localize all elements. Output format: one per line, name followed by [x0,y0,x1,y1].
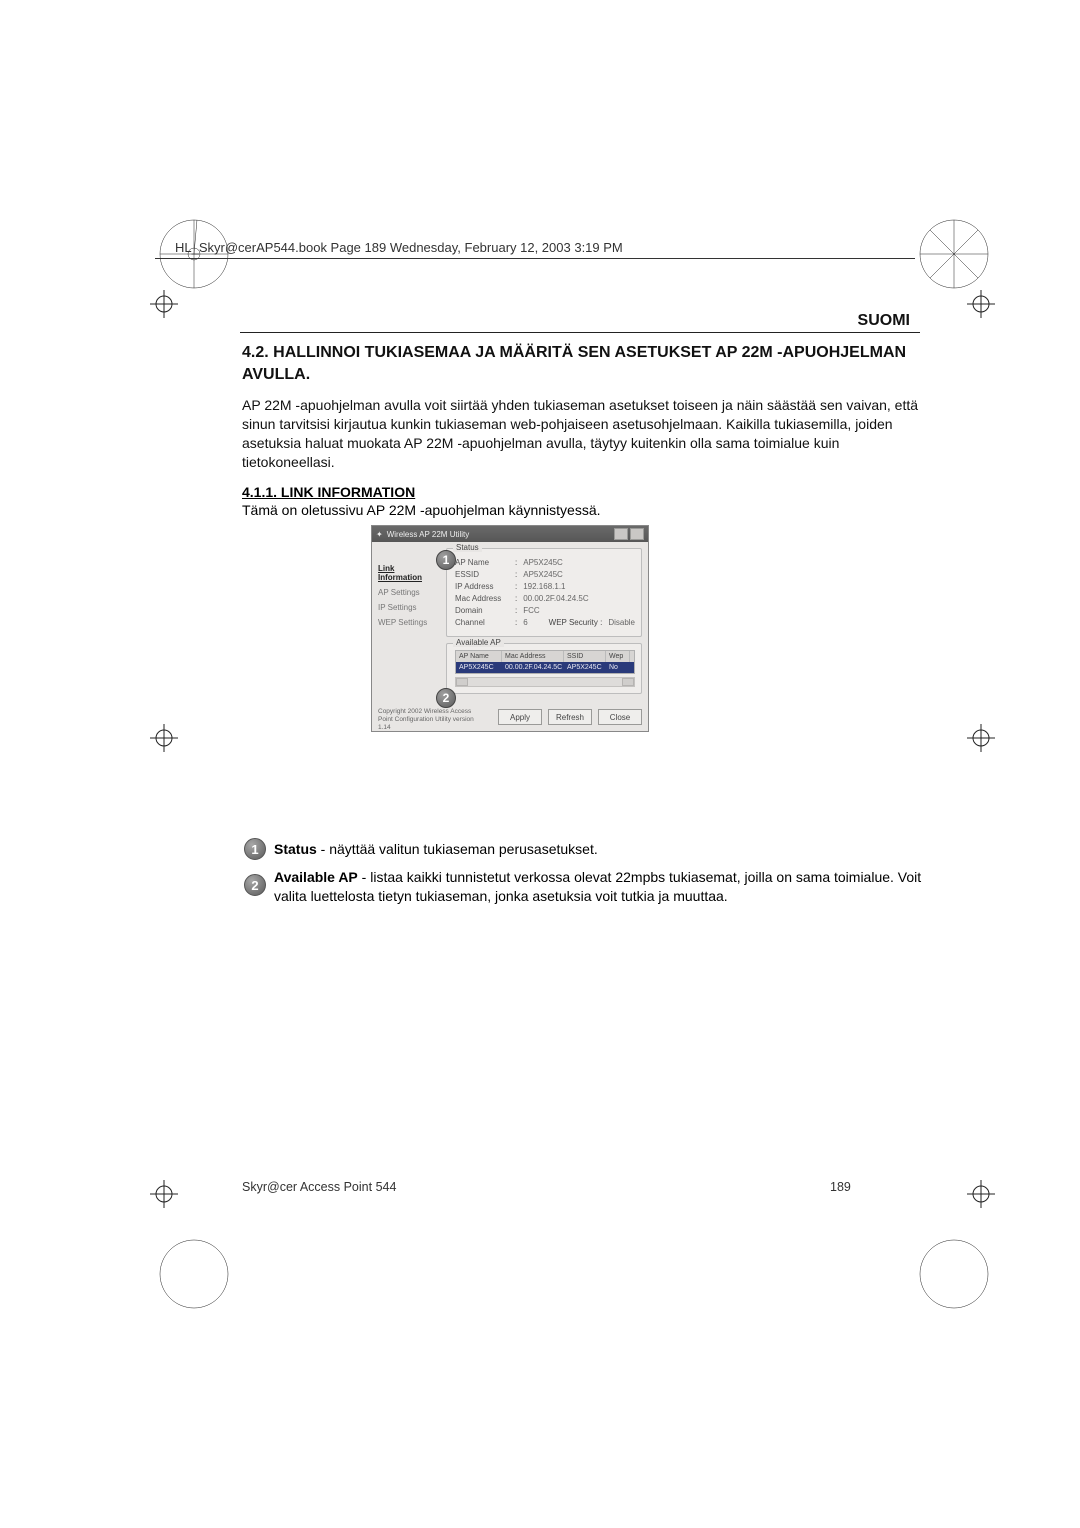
close-button-bottom[interactable]: Close [598,709,642,725]
col-ssid[interactable]: SSID [564,651,606,662]
utility-window: ✦ Wireless AP 22M Utility Link Informati… [371,525,649,732]
cell-apname: AP5X245C [456,662,502,673]
win-icon: ✦ [376,530,383,539]
crosshair-icon [150,1180,178,1208]
cell-mac: 00.00.2F.04.24.5C [502,662,564,673]
scroll-right-button[interactable] [622,678,634,686]
refresh-button[interactable]: Refresh [548,709,592,725]
crosshair-icon [967,1180,995,1208]
label-domain: Domain [455,606,509,615]
nav-wep-settings[interactable]: WEP Settings [378,618,440,627]
def-2-text: - listaa kaikki tunnistetut verkossa ole… [274,869,921,904]
col-mac[interactable]: Mac Address [502,651,564,662]
callout-1: 1 [436,550,456,570]
scroll-left-button[interactable] [456,678,468,686]
col-apname[interactable]: AP Name [456,651,502,662]
label-ip: IP Address [455,582,509,591]
rule-lang [240,332,920,333]
label-mac: Mac Address [455,594,509,603]
def-2-term: Available AP [274,869,358,885]
nav-sidebar: Link Information AP Settings IP Settings… [378,548,440,700]
crosshair-icon [967,724,995,752]
rule-top [155,258,915,259]
status-legend: Status [453,543,482,552]
def-callout-1: 1 [244,838,266,860]
nav-ap-settings[interactable]: AP Settings [378,588,440,597]
def-1-text: - näyttää valitun tukiaseman perusasetuk… [317,841,598,857]
nav-link-information[interactable]: Link Information [378,564,440,582]
cell-wep: No [606,662,630,673]
def-2: Available AP - listaa kaikki tunnistetut… [274,868,922,906]
callout-2: 2 [436,688,456,708]
h-scrollbar[interactable] [455,677,635,687]
running-head: HL_Skyr@cerAP544.book Page 189 Wednesday… [175,240,623,255]
cell-ssid: AP5X245C [564,662,606,673]
label-channel: Channel [455,618,509,627]
value-ip: 192.168.1.1 [523,582,565,591]
close-button[interactable] [630,528,644,540]
minimize-button[interactable] [614,528,628,540]
copyright-text: Copyright 2002 Wireless Access Point Con… [372,706,492,731]
footer-page-number: 189 [830,1180,851,1194]
footer-left: Skyr@cer Access Point 544 [242,1180,396,1194]
value-apname: AP5X245C [523,558,563,567]
language-label: SUOMI [858,312,910,330]
crosshair-icon [967,290,995,318]
crosshair-icon [150,724,178,752]
available-ap-fieldset: Available AP AP Name Mac Address SSID We… [446,643,642,694]
label-apname: AP Name [455,558,509,567]
window-title: Wireless AP 22M Utility [387,530,470,539]
table-row[interactable]: AP5X245C 00.00.2F.04.24.5C AP5X245C No [456,662,634,673]
registration-disc [158,1238,230,1310]
value-channel: 6 [523,618,527,627]
crosshair-icon [150,290,178,318]
status-fieldset: Status AP Name:AP5X245C ESSID:AP5X245C I… [446,548,642,637]
value-mac: 00.00.2F.04.24.5C [523,594,588,603]
label-wep: WEP Security : [549,618,603,627]
registration-disc [918,1238,990,1310]
registration-disc [918,218,990,290]
intro-paragraph: AP 22M -apuohjelman avulla voit siirtää … [242,396,922,472]
titlebar: ✦ Wireless AP 22M Utility [372,526,648,542]
def-callout-2: 2 [244,874,266,896]
label-essid: ESSID [455,570,509,579]
value-wep: Disable [608,618,635,627]
apply-button[interactable]: Apply [498,709,542,725]
subsection-text: Tämä on oletussivu AP 22M -apuohjelman k… [242,502,601,518]
value-essid: AP5X245C [523,570,563,579]
available-ap-table: AP Name Mac Address SSID Wep AP5X245C 00… [455,650,635,674]
nav-ip-settings[interactable]: IP Settings [378,603,440,612]
available-legend: Available AP [453,638,504,647]
def-1-term: Status [274,841,317,857]
col-wep[interactable]: Wep [606,651,630,662]
value-domain: FCC [523,606,539,615]
def-1: Status - näyttää valitun tukiaseman peru… [274,840,922,859]
subsection-heading: 4.1.1. LINK INFORMATION [242,484,415,500]
section-heading: 4.2. HALLINNOI TUKIASEMAA JA MÄÄRITÄ SEN… [242,342,922,385]
